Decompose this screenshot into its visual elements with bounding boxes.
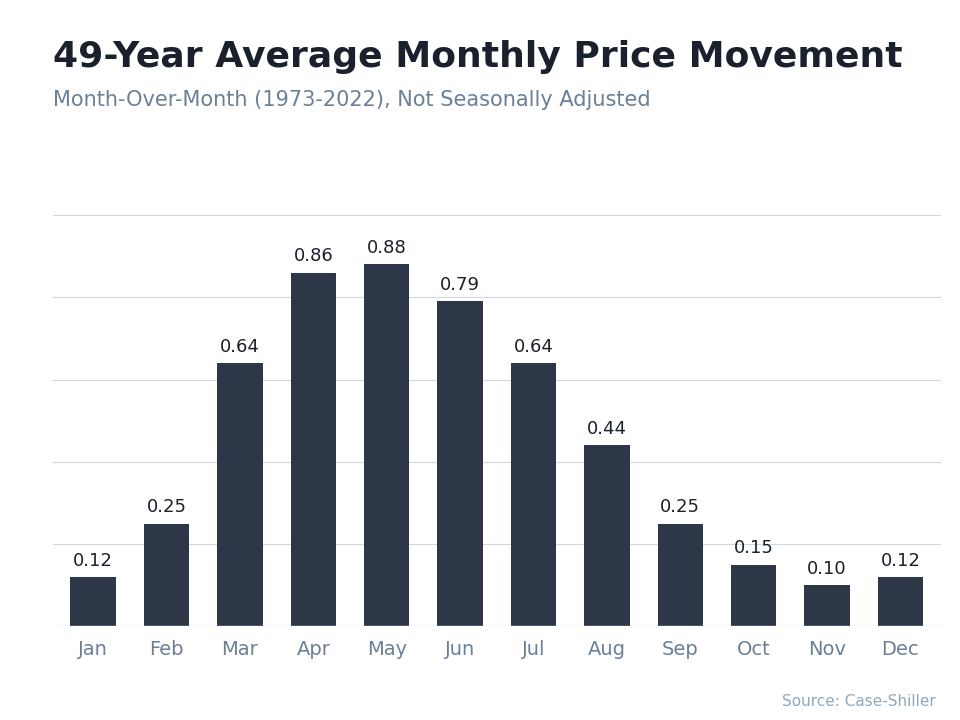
Bar [658,523,703,626]
Bar [511,363,556,626]
Bar [70,577,116,626]
Bar [877,577,924,626]
Text: 0.12: 0.12 [73,552,113,570]
Bar [144,523,189,626]
Text: 0.64: 0.64 [220,338,260,356]
Bar [291,273,336,626]
Bar [438,302,483,626]
Text: 0.25: 0.25 [147,498,186,516]
Text: 0.44: 0.44 [587,420,627,438]
Bar [584,446,630,626]
Text: Month-Over-Month (1973-2022), Not Seasonally Adjusted: Month-Over-Month (1973-2022), Not Season… [53,90,651,110]
Text: 0.10: 0.10 [807,560,847,578]
Bar [364,264,410,626]
Text: 49-Year Average Monthly Price Movement: 49-Year Average Monthly Price Movement [53,40,902,73]
Bar [217,363,263,626]
Text: 0.88: 0.88 [367,239,407,257]
Text: 0.12: 0.12 [880,552,921,570]
Bar [731,564,777,626]
Bar [804,585,850,626]
Text: Source: Case-Shiller: Source: Case-Shiller [782,694,936,709]
Text: 0.64: 0.64 [514,338,553,356]
Text: 0.25: 0.25 [660,498,700,516]
Text: 0.79: 0.79 [440,276,480,294]
Text: 0.15: 0.15 [733,539,774,557]
Text: 0.86: 0.86 [294,247,333,265]
